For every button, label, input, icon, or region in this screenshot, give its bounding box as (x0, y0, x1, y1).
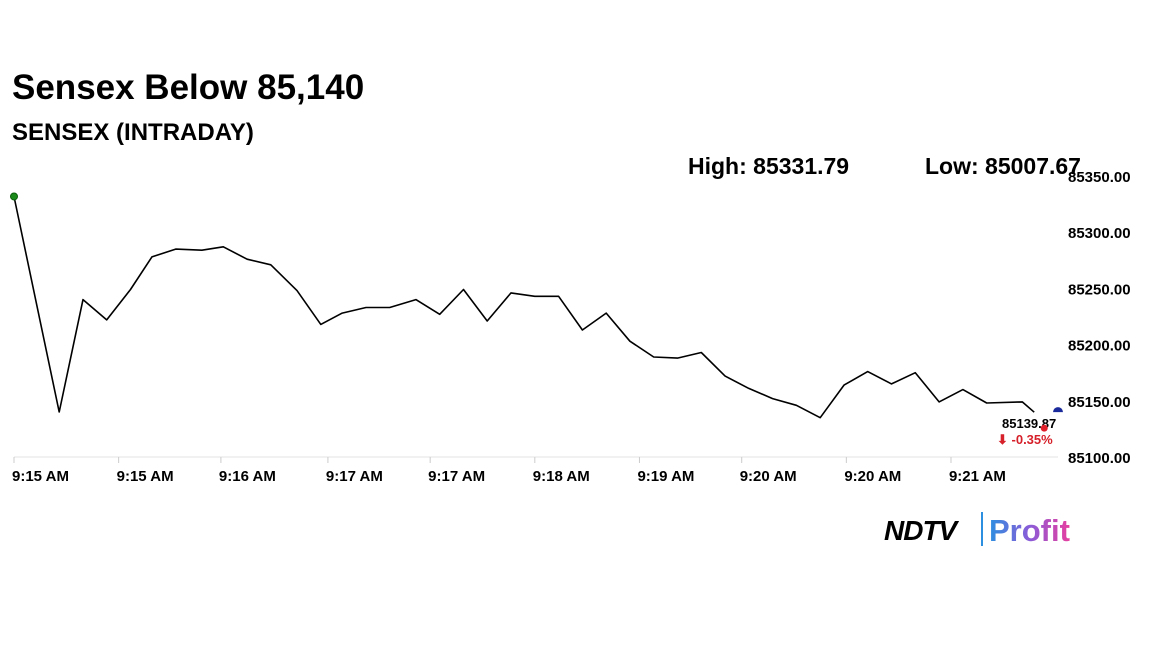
last-value-label: 85139.87 (1002, 416, 1056, 431)
axis-marker (1053, 407, 1063, 413)
y-tick-label: 85150.00 (1068, 394, 1131, 411)
y-tick-label: 85250.00 (1068, 281, 1131, 298)
open-marker (10, 192, 18, 201)
y-tick-label: 85350.00 (1068, 169, 1131, 186)
x-tick-label: 9:16 AM (219, 468, 276, 485)
x-tick-label: 9:17 AM (428, 468, 485, 485)
change-label: ⬇ -0.35% (997, 432, 1053, 447)
y-tick-label: 85100.00 (1068, 450, 1131, 467)
x-tick-label: 9:20 AM (844, 468, 901, 485)
chart-title: Sensex Below 85,140 (12, 68, 364, 107)
x-tick-label: 9:18 AM (533, 468, 590, 485)
logo-product: Profit (989, 513, 1070, 548)
y-tick-label: 85200.00 (1068, 338, 1131, 355)
chart-subtitle: SENSEX (INTRADAY) (12, 119, 254, 146)
x-tick-label: 9:20 AM (740, 468, 797, 485)
last-marker (1040, 424, 1048, 432)
x-tick-label: 9:19 AM (637, 468, 694, 485)
x-tick-label: 9:15 AM (12, 468, 69, 485)
high-label: High: 85331.79 (688, 153, 849, 179)
x-tick-label: 9:15 AM (117, 468, 174, 485)
x-tick-label: 9:17 AM (326, 468, 383, 485)
y-tick-label: 85300.00 (1068, 225, 1131, 242)
logo-brand: NDTV (884, 515, 960, 546)
x-tick-label: 9:21 AM (949, 468, 1006, 485)
price-line (13, 196, 1035, 419)
low-label: Low: 85007.67 (925, 153, 1081, 179)
